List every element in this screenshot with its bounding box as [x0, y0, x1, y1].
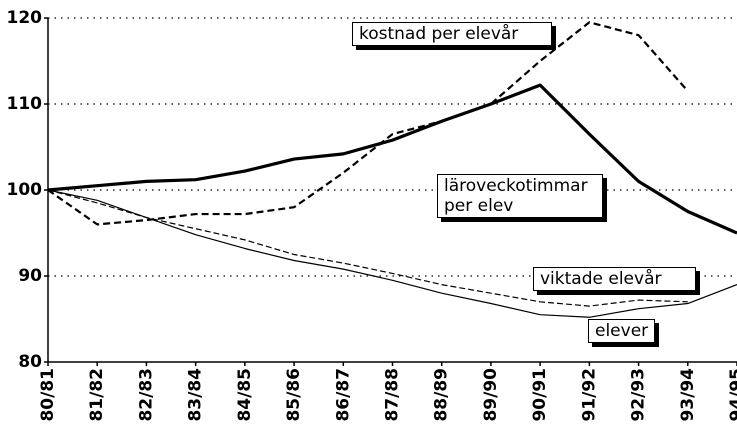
- y-tick-label: 100: [7, 180, 43, 200]
- series-label: kostnad per elevår: [352, 22, 552, 46]
- x-tick-label: 90/91: [530, 368, 550, 422]
- y-tick-label: 80: [18, 352, 42, 372]
- y-tick-label: 90: [18, 266, 42, 286]
- x-tick-label: 94/95: [727, 368, 737, 422]
- series-label: elever: [588, 319, 655, 343]
- series-line: [47, 189, 737, 318]
- x-tick-label: 82/83: [136, 368, 156, 422]
- x-tick-label: 91/92: [579, 368, 599, 422]
- series-label: läroveckotimmar per elev: [437, 174, 603, 218]
- x-tick-label: 89/90: [481, 368, 501, 422]
- x-tick-label: 81/82: [87, 368, 107, 422]
- x-tick-label: 86/87: [333, 368, 353, 422]
- x-tick-label: 83/84: [186, 368, 206, 422]
- y-tick-label: 110: [7, 94, 43, 114]
- series-line: [47, 189, 688, 307]
- y-tick-label: 120: [7, 8, 43, 28]
- x-tick-label: 87/88: [383, 368, 403, 422]
- x-tick-label: 92/93: [629, 368, 649, 422]
- series-line: [47, 83, 737, 235]
- x-tick-label: 85/86: [284, 368, 304, 422]
- x-tick-label: 88/89: [432, 368, 452, 422]
- series-label: viktade elevår: [533, 267, 696, 291]
- x-tick-label: 84/85: [235, 368, 255, 422]
- x-tick-label: 80/81: [38, 368, 58, 422]
- x-tick-label: 93/94: [678, 368, 698, 422]
